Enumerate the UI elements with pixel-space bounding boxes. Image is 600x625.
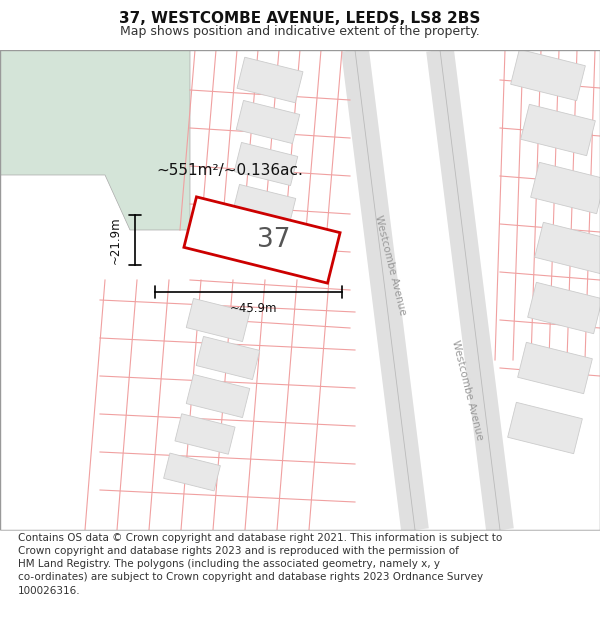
Polygon shape: [530, 162, 600, 214]
Text: Westcombe Avenue: Westcombe Avenue: [373, 214, 407, 316]
Text: Contains OS data © Crown copyright and database right 2021. This information is : Contains OS data © Crown copyright and d…: [18, 533, 502, 596]
Text: 37: 37: [257, 227, 291, 253]
Text: ~551m²/~0.136ac.: ~551m²/~0.136ac.: [157, 162, 304, 177]
Polygon shape: [535, 222, 600, 274]
Polygon shape: [164, 453, 220, 491]
Text: Map shows position and indicative extent of the property.: Map shows position and indicative extent…: [120, 24, 480, 38]
Text: 37, WESTCOMBE AVENUE, LEEDS, LS8 2BS: 37, WESTCOMBE AVENUE, LEEDS, LS8 2BS: [119, 11, 481, 26]
Polygon shape: [527, 282, 600, 334]
Polygon shape: [237, 58, 303, 102]
Polygon shape: [234, 142, 298, 186]
Polygon shape: [511, 49, 586, 101]
Polygon shape: [196, 336, 260, 379]
Polygon shape: [175, 414, 235, 454]
Polygon shape: [518, 342, 592, 394]
Polygon shape: [521, 104, 595, 156]
Polygon shape: [0, 50, 190, 230]
Text: Westcombe Avenue: Westcombe Avenue: [450, 339, 484, 441]
Text: ~45.9m: ~45.9m: [230, 301, 277, 314]
Polygon shape: [186, 298, 250, 342]
Polygon shape: [186, 374, 250, 418]
Polygon shape: [232, 184, 296, 228]
Polygon shape: [508, 402, 583, 454]
Polygon shape: [236, 101, 300, 144]
Polygon shape: [184, 197, 340, 283]
Text: ~21.9m: ~21.9m: [109, 216, 121, 264]
